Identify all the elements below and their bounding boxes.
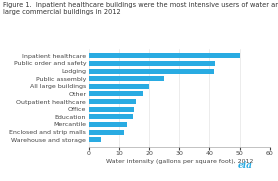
Text: eia: eia xyxy=(238,161,253,170)
Bar xyxy=(89,61,215,66)
Bar xyxy=(89,91,143,96)
Bar xyxy=(89,122,126,127)
Bar xyxy=(89,130,124,134)
X-axis label: Water intensity (gallons per square foot), 2012: Water intensity (gallons per square foot… xyxy=(106,159,253,164)
Bar xyxy=(89,107,134,112)
Bar xyxy=(89,84,149,89)
Bar xyxy=(89,76,164,81)
Bar xyxy=(89,114,133,119)
Text: Figure 1.  Inpatient healthcare buildings were the most intensive users of water: Figure 1. Inpatient healthcare buildings… xyxy=(3,2,278,15)
Bar xyxy=(89,53,240,58)
Bar xyxy=(89,69,214,73)
Bar xyxy=(89,99,136,104)
Bar xyxy=(89,137,101,142)
